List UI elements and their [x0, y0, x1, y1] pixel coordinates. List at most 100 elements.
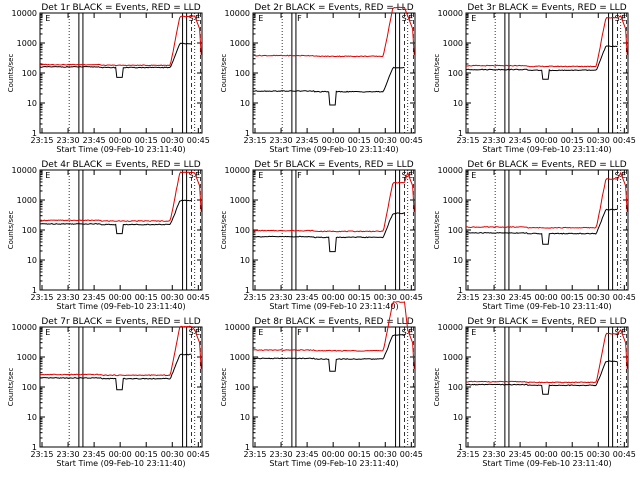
x-tick-label: 00:45: [613, 136, 636, 145]
marker-label: E: [45, 328, 50, 337]
x-tick-label: 00:00: [535, 136, 558, 145]
marker-label: E: [408, 328, 413, 337]
events-series-line: [40, 199, 192, 235]
x-tick-label: 00:30: [587, 136, 610, 145]
panel-title: Det 2r BLACK = Events, RED = LLD: [254, 3, 413, 13]
x-tick-label: 00:45: [187, 293, 210, 302]
y-tick-label: 10: [240, 99, 250, 108]
x-tick-label: 00:45: [400, 136, 423, 145]
y-tick-label: 1: [245, 129, 250, 138]
marker-label: E: [471, 14, 476, 23]
x-tick-label: 00:30: [587, 450, 610, 459]
y-tick-label: 1: [458, 443, 463, 452]
panel-title: Det 7r BLACK = Events, RED = LLD: [41, 317, 200, 327]
marker-label: E: [621, 14, 626, 23]
plot-frame: [39, 169, 203, 291]
x-tick-label: 00:45: [400, 450, 423, 459]
x-tick-label: 00:30: [374, 136, 397, 145]
lld-series-line: [39, 325, 202, 377]
panel-title: Det 6r BLACK = Events, RED = LLD: [467, 160, 626, 170]
y-axis-label: Counts/sec: [220, 211, 228, 250]
marker-label: F: [297, 171, 302, 180]
x-tick-label: 23:30: [270, 450, 293, 459]
marker-label: E: [45, 14, 50, 23]
lld-series-line: [465, 328, 628, 384]
events-series-line: [465, 360, 618, 395]
x-tick-label: 00:45: [400, 293, 423, 302]
marker-label: S: [615, 14, 620, 23]
x-tick-label: 00:30: [374, 293, 397, 302]
y-tick-label: 1000: [443, 196, 463, 205]
panel-title: Det 4r BLACK = Events, RED = LLD: [41, 160, 200, 170]
y-tick-label: 10000: [438, 166, 463, 175]
y-tick-label: 10000: [12, 323, 37, 332]
x-tick-label: 23:15: [243, 450, 266, 459]
x-tick-label: 23:15: [456, 136, 479, 145]
panel-det-7: Det 7r BLACK = Events, RED = LLD 1 10 100 10…: [7, 317, 210, 468]
y-axis-label: Counts/sec: [7, 211, 15, 250]
x-tick-label: 23:30: [270, 136, 293, 145]
x-tick-label: 00:15: [561, 293, 584, 302]
y-tick-label: 10000: [225, 9, 250, 18]
marker-label: E: [195, 328, 200, 337]
x-axis-label: Start Time (09-Feb-10 23:11:40): [56, 145, 185, 154]
x-tick-label: 00:15: [348, 293, 371, 302]
x-axis-label: Start Time (09-Feb-10 23:11:40): [482, 302, 611, 311]
x-tick-label: 00:00: [322, 136, 345, 145]
x-tick-label: 23:15: [30, 136, 53, 145]
x-tick-label: 00:30: [161, 136, 184, 145]
y-tick-label: 100: [22, 383, 37, 392]
marker-label: S: [189, 171, 194, 180]
panel-title: Det 8r BLACK = Events, RED = LLD: [254, 317, 413, 327]
marker-label: S: [402, 171, 407, 180]
x-tick-label: 00:15: [135, 293, 158, 302]
y-tick-label: 100: [235, 383, 250, 392]
x-axis-label: Start Time (09-Feb-10 23:11:40): [269, 302, 398, 311]
y-tick-label: 100: [448, 383, 463, 392]
events-series-line: [39, 353, 192, 391]
y-tick-label: 100: [448, 69, 463, 78]
x-axis-label: Start Time (09-Feb-10 23:11:40): [56, 459, 185, 468]
x-tick-label: 00:45: [187, 450, 210, 459]
y-tick-label: 1000: [230, 353, 250, 362]
x-tick-label: 23:45: [296, 136, 319, 145]
y-tick-label: 1000: [443, 39, 463, 48]
x-tick-label: 00:00: [109, 293, 132, 302]
panel-det-2: Det 2r BLACK = Events, RED = LLD 1 10 100 10…: [220, 3, 423, 154]
lld-series-line: [252, 6, 415, 58]
marker-label: E: [195, 171, 200, 180]
marker-label: S: [402, 328, 407, 337]
panel-det-5: Det 5r BLACK = Events, RED = LLD 1 10 100 10…: [220, 160, 423, 311]
panel-det-8: Det 8r BLACK = Events, RED = LLD 1 10 100 10…: [220, 301, 423, 468]
events-series-line: [252, 334, 405, 372]
x-tick-label: 23:30: [270, 293, 293, 302]
lld-series-line: [253, 301, 415, 369]
y-tick-label: 1: [32, 129, 37, 138]
lld-series-line: [253, 171, 415, 233]
x-tick-label: 00:45: [187, 136, 210, 145]
y-tick-label: 10: [27, 413, 37, 422]
y-tick-label: 10000: [438, 323, 463, 332]
marker-label: E: [621, 328, 626, 337]
x-tick-label: 00:30: [161, 450, 184, 459]
y-tick-label: 10000: [12, 9, 37, 18]
plot-frame: [252, 326, 416, 448]
y-tick-label: 10000: [225, 323, 250, 332]
panel-det-3: Det 3r BLACK = Events, RED = LLD 1 10 100 10…: [433, 3, 636, 154]
y-tick-label: 10: [453, 99, 463, 108]
x-tick-label: 23:45: [296, 293, 319, 302]
y-tick-label: 10000: [438, 9, 463, 18]
x-tick-label: 23:45: [509, 293, 532, 302]
marker-label: E: [408, 171, 413, 180]
x-tick-label: 23:30: [57, 136, 80, 145]
y-tick-label: 10: [240, 413, 250, 422]
lld-series-line: [39, 15, 202, 67]
marker-label: S: [189, 14, 194, 23]
x-tick-label: 23:30: [483, 450, 506, 459]
y-tick-label: 1: [32, 443, 37, 452]
y-axis-label: Counts/sec: [433, 368, 441, 407]
x-tick-label: 23:30: [483, 293, 506, 302]
marker-label: E: [258, 14, 263, 23]
x-tick-label: 23:15: [456, 450, 479, 459]
